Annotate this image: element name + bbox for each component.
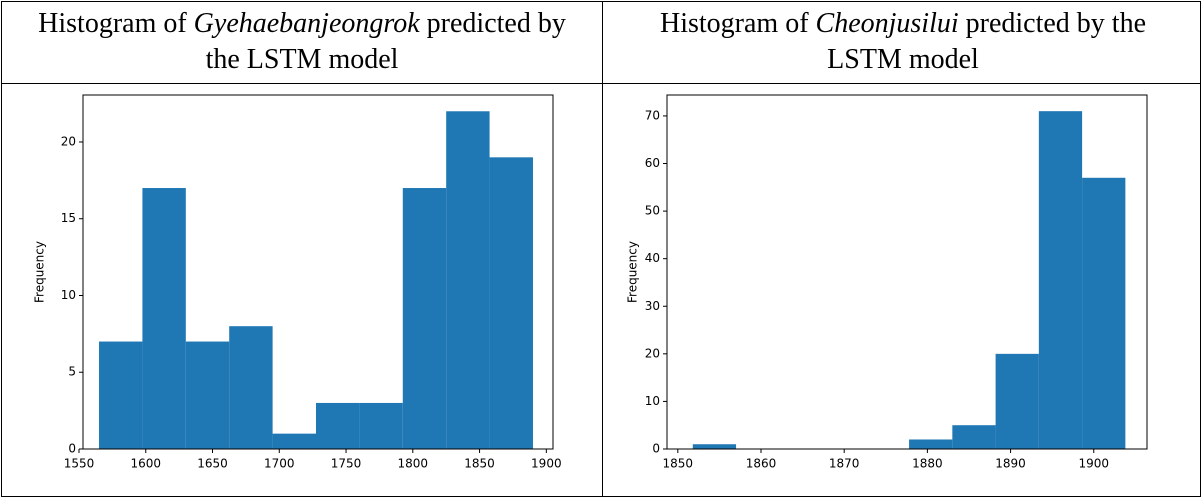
bar — [229, 326, 273, 449]
title-text: predicted by the LSTM model — [827, 8, 1147, 75]
x-tick-label: 1850 — [663, 457, 694, 471]
table-border — [1200, 1, 1201, 497]
cell-title: Histogram of Cheonjusilui predicted by t… — [603, 2, 1203, 82]
y-tick-label: 20 — [645, 346, 660, 360]
y-axis-label: Frequency — [33, 241, 47, 303]
y-tick-label: 30 — [645, 299, 660, 313]
bar — [446, 111, 490, 449]
table-border — [602, 1, 603, 497]
bar — [1082, 177, 1126, 449]
title-emphasis: Cheonjusilui — [815, 8, 959, 39]
y-tick-label: 70 — [645, 108, 660, 122]
x-tick-label: 1860 — [746, 457, 777, 471]
x-tick-label: 1600 — [130, 457, 161, 471]
table-border — [1, 1, 1201, 2]
x-tick-label: 1700 — [264, 457, 295, 471]
y-tick-label: 5 — [68, 365, 76, 379]
bar — [692, 444, 737, 449]
y-tick-label: 10 — [645, 394, 660, 408]
x-tick-label: 1850 — [464, 457, 495, 471]
bar — [142, 188, 186, 449]
cell-title: Histogram of Gyehaebanjeongrok predicted… — [2, 2, 602, 82]
x-tick-label: 1900 — [1078, 457, 1109, 471]
y-tick-label: 60 — [645, 156, 660, 170]
bar — [359, 402, 403, 449]
y-axis-label: Frequency — [626, 241, 640, 303]
x-tick-label: 1800 — [398, 457, 429, 471]
title-text: Histogram of — [659, 8, 809, 39]
bar — [1038, 111, 1083, 449]
axes-frame — [82, 94, 554, 450]
y-tick-label: 0 — [652, 442, 660, 456]
y-tick-label: 50 — [645, 204, 660, 218]
x-tick-label: 1890 — [995, 457, 1026, 471]
x-tick-label: 1750 — [331, 457, 362, 471]
x-tick-label: 1900 — [531, 457, 562, 471]
bar — [272, 433, 316, 449]
bar — [315, 402, 360, 449]
bar — [185, 341, 230, 449]
x-tick-label: 1650 — [197, 457, 228, 471]
y-tick-label: 40 — [645, 251, 660, 265]
axes-frame — [666, 94, 1148, 450]
table-border — [1, 83, 1201, 84]
bar — [402, 188, 447, 449]
y-tick-label: 10 — [61, 288, 76, 302]
bar — [995, 353, 1039, 449]
x-tick-label: 1880 — [912, 457, 943, 471]
bar — [952, 425, 996, 449]
y-tick-label: 0 — [68, 442, 76, 456]
x-tick-label: 1550 — [64, 457, 95, 471]
title-emphasis: Gyehaebanjeongrok — [193, 8, 420, 39]
title-text: Histogram of — [38, 8, 187, 39]
title-text: predicted by the LSTM model — [205, 8, 566, 75]
y-tick-label: 20 — [61, 134, 76, 148]
table-border — [1, 1, 2, 497]
bar — [489, 157, 533, 449]
table-border — [1, 496, 1201, 497]
x-tick-label: 1870 — [829, 457, 860, 471]
bar — [99, 341, 143, 449]
bar — [909, 439, 953, 449]
y-tick-label: 15 — [61, 211, 76, 225]
